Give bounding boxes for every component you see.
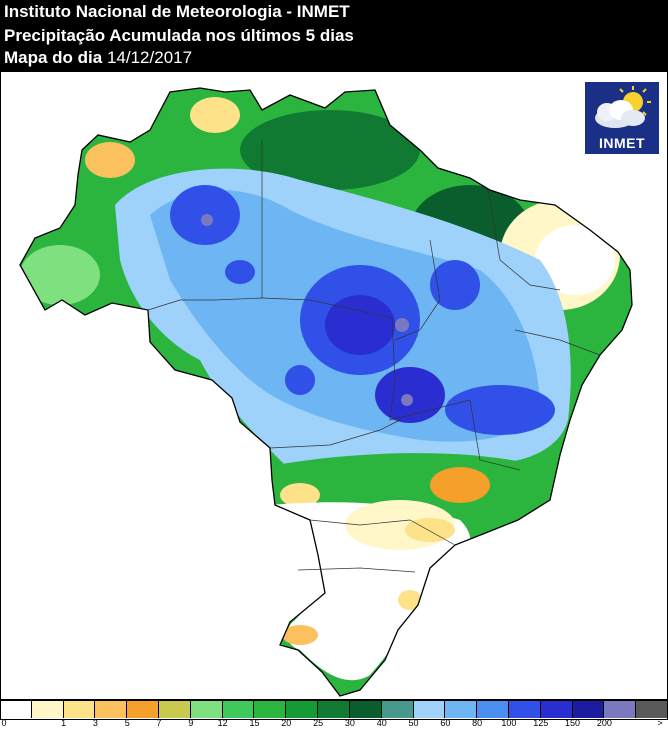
legend-swatch (159, 700, 191, 718)
date-value: 14/12/2017 (106, 48, 193, 67)
rio-grande-sul-orange (282, 625, 318, 645)
legend-swatch (286, 700, 319, 718)
legend-swatch (413, 700, 446, 718)
legend-swatch (190, 700, 223, 718)
legend-tick-label: 3 (92, 718, 98, 728)
legend-tick-label: 12 (217, 718, 228, 728)
legend-tick-label: 25 (313, 718, 324, 728)
date-line: Mapa do dia 14/12/2017 (4, 48, 192, 68)
logo-text: INMET (598, 135, 646, 151)
peak-marker-amazon (201, 214, 213, 226)
legend-tick-label: 1 (61, 718, 67, 728)
south-minas-orange (430, 467, 490, 503)
legend-tick-label: 100 (501, 718, 517, 728)
legend-tick-label: 20 (281, 718, 292, 728)
state-border-bahia (514, 329, 601, 356)
legend-swatch (445, 700, 478, 718)
state-borders (147, 140, 601, 573)
legend-swatch (127, 700, 160, 718)
legend-swatch (0, 700, 32, 718)
northeast-no-rain (535, 225, 615, 295)
central-very-heavy-rain (325, 295, 395, 355)
date-label: Mapa do dia (4, 48, 103, 67)
state-border-north (147, 297, 393, 319)
legend-swatch (254, 700, 287, 718)
mato-grosso-sul-yellow (280, 483, 320, 507)
legend-swatch (572, 700, 605, 718)
legend-tick-label: 150 (565, 718, 581, 728)
peak-marker-goias (401, 394, 413, 406)
mato-grosso-heavy-rain (285, 365, 315, 395)
state-border-minas (469, 399, 521, 471)
santa-catarina-yellow (398, 590, 422, 610)
precipitation-legend: 0 1 3 5 7 9 12 15 20 25 30 40 50 60 80 100 125 150 200 > (0, 700, 668, 731)
legend-swatch (63, 700, 96, 718)
legend-swatch (318, 700, 350, 718)
precipitation-map (19, 87, 633, 697)
sun-cloud-icon (595, 86, 651, 128)
legend-tick-label: 9 (188, 718, 194, 728)
legend-tick-label: 40 (376, 718, 387, 728)
state-border-maranhao (487, 189, 561, 291)
legend-swatch (381, 700, 414, 718)
legend-swatch (349, 700, 382, 718)
institute-title: Instituto Nacional de Meteorologia - INM… (4, 2, 350, 21)
legend-swatch (604, 700, 637, 718)
state-border-central (389, 317, 471, 421)
tocantins-heavy-rain (430, 260, 480, 310)
map-subtitle: Precipitação Acumulada nos últimos 5 dia… (4, 26, 354, 45)
inmet-logo: INMET (585, 82, 659, 154)
legend-swatch (540, 700, 573, 718)
legend-tick-label: 60 (440, 718, 451, 728)
state-border-tocantins (394, 239, 441, 341)
legend-tick-label: 30 (344, 718, 355, 728)
legend-swatch (95, 700, 128, 718)
state-border-santa-catarina (297, 567, 416, 573)
roraima-yellow (190, 97, 240, 133)
legend-tick-label: 5 (124, 718, 130, 728)
amazonas-orange (85, 142, 135, 178)
legend-swatch (222, 700, 255, 718)
west-light-green (20, 245, 100, 305)
north-dark-green (240, 110, 420, 190)
legend-tick-label: 15 (249, 718, 260, 728)
legend-swatch (31, 700, 64, 718)
legend-tick-label: > (657, 718, 663, 728)
legend-tick-label: 80 (472, 718, 483, 728)
legend-tick-label: 0 (1, 718, 7, 728)
legend-tick-label: 7 (156, 718, 162, 728)
legend-swatch (508, 700, 541, 718)
minas-heavy-rain (445, 385, 555, 435)
legend-tick-label: 50 (408, 718, 419, 728)
map-header: Instituto Nacional de Meteorologia - INM… (0, 0, 668, 72)
legend-tick-label: 125 (533, 718, 549, 728)
legend-tick-label: 200 (596, 718, 612, 728)
state-border-parana (309, 519, 456, 546)
legend-border (0, 700, 668, 720)
rondonia-heavy-rain (225, 260, 255, 284)
state-border-mato-grosso-sul (269, 419, 401, 449)
legend-swatch (477, 700, 509, 718)
peak-marker-central (395, 318, 409, 332)
